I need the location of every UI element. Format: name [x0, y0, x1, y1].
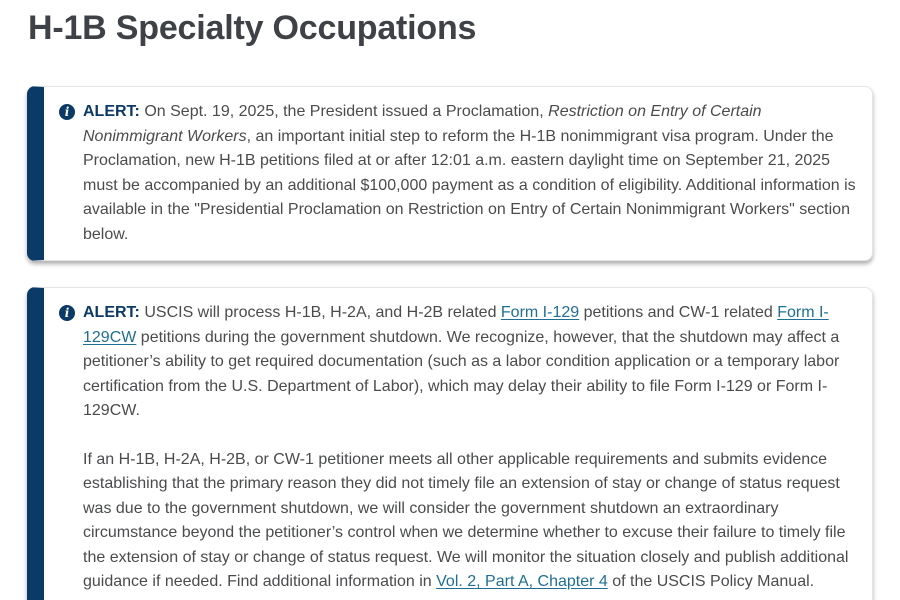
text-run: On Sept. 19, 2025, the President issued … [139, 103, 549, 120]
policy-manual-link[interactable]: Vol. 2, Part A, Chapter 4 [436, 573, 608, 590]
alert-paragraph: ALERT: USCIS will process H-1B, H-2A, an… [83, 301, 860, 424]
italic-text: Restriction on Entry of Certain Nonimmig… [83, 103, 762, 145]
info-icon: i [59, 305, 75, 321]
text-run: of the USCIS Policy Manual. [607, 573, 815, 590]
text-run: , an important initial step to reform th… [83, 127, 856, 243]
info-icon: i [59, 104, 75, 120]
form-i-129cw-link[interactable]: Form I-129CW [83, 304, 829, 346]
alert-info-box-shutdown: i ALERT: USCIS will process H-1B, H-2A, … [27, 287, 873, 600]
page-title: H-1B Specialty Occupations [28, 9, 477, 47]
alert-info-box-proclamation: i ALERT: On Sept. 19, 2025, the Presiden… [27, 86, 873, 261]
alert-paragraph: If an H-1B, H-2A, H-2B, or CW-1 petition… [83, 448, 860, 595]
text-run: petitions and CW-1 related [579, 304, 778, 321]
alert-text: ALERT: On Sept. 19, 2025, the President … [83, 100, 860, 247]
alert-label: ALERT: [83, 103, 140, 120]
text-run: USCIS will process H-1B, H-2A, and H-2B … [139, 304, 501, 321]
alert-label: ALERT: [83, 304, 140, 321]
text-run: petitions during the government shutdown… [83, 328, 840, 420]
form-i-129-link[interactable]: Form I-129 [500, 304, 580, 321]
alert-text: ALERT: USCIS will process H-1B, H-2A, an… [83, 301, 860, 595]
alert-paragraph: ALERT: On Sept. 19, 2025, the President … [83, 100, 860, 247]
text-run: If an H-1B, H-2A, H-2B, or CW-1 petition… [83, 450, 849, 591]
